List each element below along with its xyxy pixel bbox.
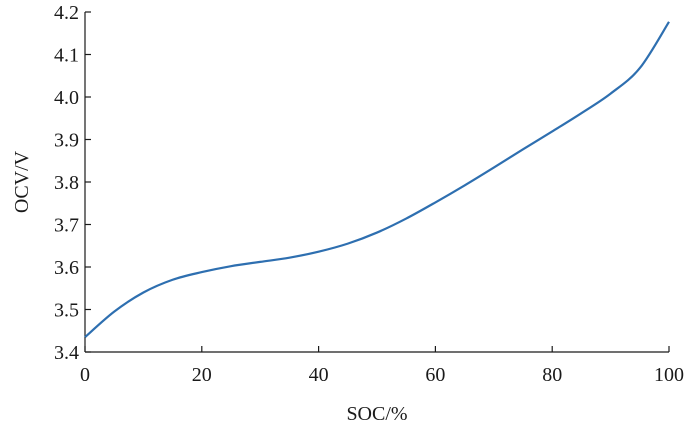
x-tick-label: 100: [654, 364, 684, 386]
axes: 0 20 40 60 80 100 3.4 3.5 3.6 3.7 3.8 3.9 4.0 4.1 4.2: [54, 2, 684, 386]
x-tick-label: 40: [309, 364, 329, 386]
ocv-curve: [84, 21, 670, 338]
y-axis-label: OCV/V: [11, 150, 33, 213]
plot-area: [84, 21, 670, 338]
x-tick-label: 20: [192, 364, 212, 386]
y-tick-label: 4.2: [54, 2, 79, 24]
y-tick-label: 3.8: [54, 172, 79, 194]
y-tick-label: 3.6: [54, 257, 79, 279]
y-tick-label: 3.9: [54, 130, 79, 152]
y-tick-label: 3.7: [54, 215, 79, 237]
x-tick-label: 0: [80, 364, 90, 386]
x-axis-label: SOC/%: [346, 403, 407, 425]
x-tick-label: 60: [425, 364, 445, 386]
y-tick-label: 3.4: [54, 342, 79, 364]
y-tick-label: 4.0: [54, 87, 79, 109]
y-tick-label: 3.5: [54, 300, 79, 322]
x-tick-label: 80: [542, 364, 562, 386]
y-tick-label: 4.1: [54, 45, 79, 67]
